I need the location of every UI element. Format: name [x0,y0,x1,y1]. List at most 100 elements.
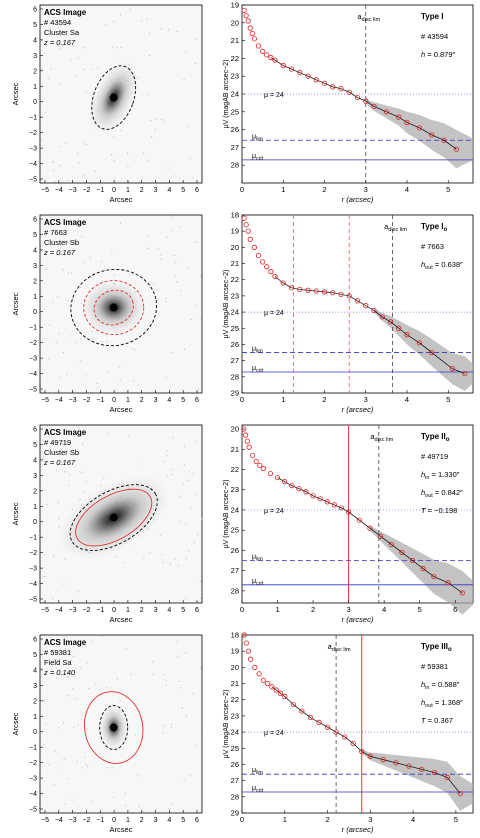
noise-speck [177,655,179,657]
exponential-fit [274,276,465,374]
noise-speck [172,469,174,471]
noise-speck [146,159,148,161]
profile-xtick-label: 2 [322,185,326,194]
noise-speck [57,501,59,503]
image-ytick-label: −4 [29,161,37,168]
noise-speck [48,358,50,360]
image-redshift: z = 0.167 [43,458,76,467]
profile-point [289,483,295,489]
profile-point [338,291,344,297]
noise-speck [52,301,54,303]
noise-speck [44,489,46,491]
profile-ylabel: μV (magAB arcsec−2) [223,690,230,759]
image-xtick-label: −2 [82,397,90,404]
profile-point [449,366,455,372]
noise-speck [67,300,69,302]
profile-point [338,505,345,511]
param-name: h [421,680,425,689]
noise-speck [111,767,113,769]
profile-point [297,286,303,293]
image-ytick-label: 0 [33,99,37,106]
noise-speck [172,437,174,439]
profile-point [342,734,348,740]
noise-speck [134,349,136,351]
mu-crit-label-sub: crit [256,581,264,587]
a-disc-lim-label-sub: disc lim [332,647,351,653]
noise-speck [181,707,183,709]
noise-speck [59,222,61,224]
profile-point [272,273,278,280]
noise-speck [199,580,201,582]
noise-speck [81,236,83,238]
noise-speck [182,484,184,486]
image-id: # 7663 [44,228,67,237]
noise-speck [134,734,136,736]
noise-speck [103,477,105,479]
profile-xtick-label: 4 [382,605,386,614]
profile-xtick-label: 1 [281,185,285,194]
profile-xtick-label: 5 [446,185,450,194]
noise-speck [162,732,164,734]
profile-ytick-label: 25 [231,526,239,535]
image-xlabel: Arcsec [110,195,133,204]
image-title: ACS Image [44,8,87,17]
profile-xtick-label: 5 [418,605,422,614]
profile-xtick-label: 4 [405,395,409,404]
noise-speck [184,348,186,350]
noise-speck [184,445,186,447]
noise-speck [116,678,118,680]
image-ytick-label: −3 [29,356,37,363]
image-xtick-label: 5 [181,607,185,614]
noise-speck [53,17,55,19]
param-name: h [421,698,425,707]
image-ytick-label: 1 [33,294,37,301]
profile-point [243,222,249,228]
profile-ylabel: μV (magAB arcsec−2) [223,270,230,339]
noise-speck [129,9,131,11]
noise-speck [58,48,60,50]
profile-ytick-label: 23 [231,711,239,720]
image-redshift: z = 0.167 [43,38,76,47]
profile-point [245,228,251,234]
profile-ytick-label: 22 [231,54,239,63]
image-xtick-label: −3 [69,817,77,824]
image-xlabel: Arcsec [110,405,133,414]
image-xtick-label: −2 [82,187,90,194]
profile-param: T = 0.367 [421,716,453,725]
image-xtick-label: −3 [69,607,77,614]
noise-speck [40,390,42,392]
mu24-label: μ = 24 [264,508,284,515]
profile-ytick-label: 24 [231,505,239,514]
noise-speck [43,32,45,34]
noise-speck [61,767,63,769]
noise-speck [193,542,195,544]
noise-speck [120,46,122,48]
noise-speck [201,518,203,520]
profile-type-main: Type III [421,642,448,651]
noise-speck [160,258,162,260]
image-title: ACS Image [44,638,87,647]
profile-id: # 43594 [421,32,448,41]
image-ytick-label: 1 [33,714,37,721]
noise-speck [69,474,71,476]
noise-speck [143,557,145,559]
noise-speck [72,688,74,690]
profile-ytick-label: 27 [231,776,239,785]
image-ytick-label: −4 [29,581,37,588]
noise-speck [40,668,42,670]
image-xtick-label: 1 [126,397,130,404]
noise-speck [94,170,96,172]
image-xtick-label: 3 [154,187,158,194]
noise-speck [186,557,188,559]
noise-speck [127,152,129,154]
exponential-fit [270,57,457,150]
noise-speck [67,229,69,231]
param-sub: in [425,685,429,691]
noise-speck [96,383,98,385]
noise-speck [82,442,84,444]
noise-speck [80,302,82,304]
noise-speck [82,261,84,263]
